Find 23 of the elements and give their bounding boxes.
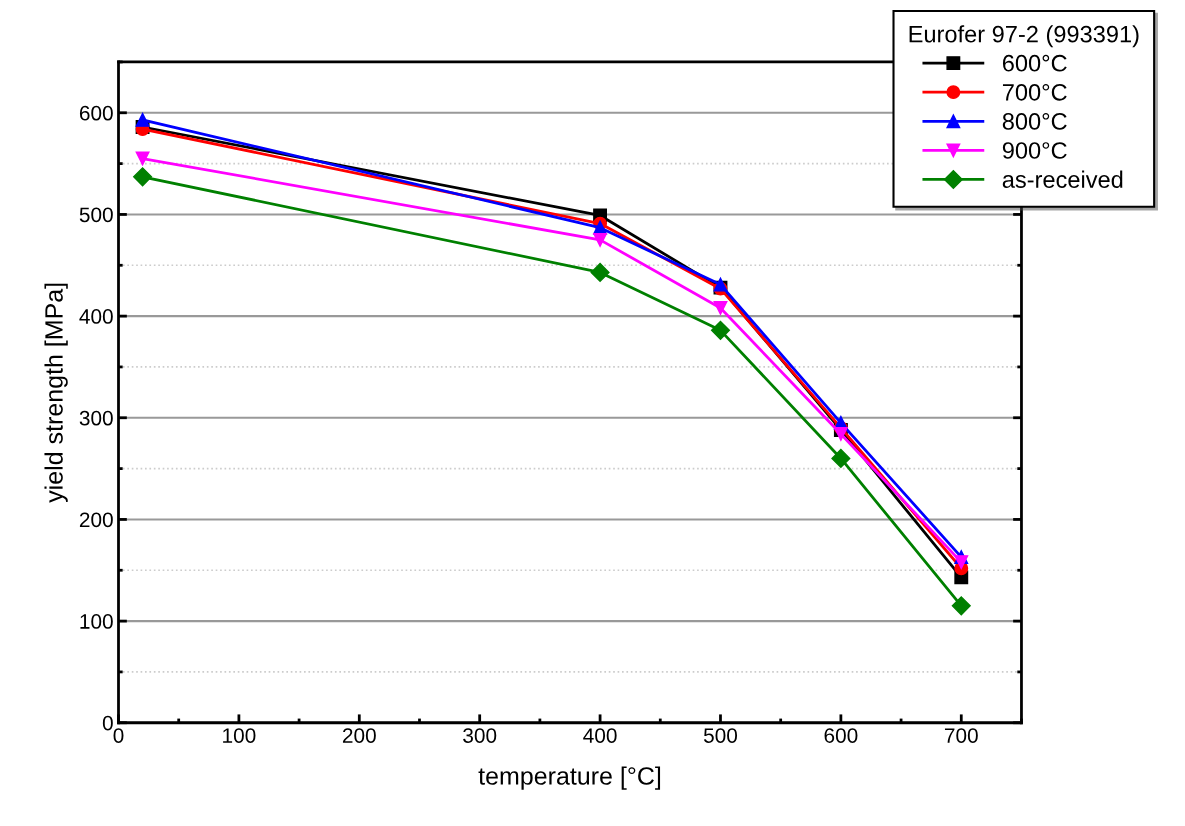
x-tick-label: 700 — [944, 728, 978, 743]
x-tick-label: 100 — [223, 728, 256, 743]
x-tick-label: 0 — [113, 728, 124, 743]
x-tick-label: 600 — [824, 728, 858, 743]
y-tick-label: 200 — [79, 512, 113, 528]
y-tick-label: 100 — [80, 614, 113, 629]
y-tick-label: 500 — [79, 207, 113, 223]
legend-label: as-received — [1002, 170, 1123, 188]
legend-label: 600°C — [1002, 54, 1067, 72]
x-axis-title: temperature [°C] — [478, 766, 661, 790]
x-tick-label: 300 — [463, 728, 497, 743]
legend-title: Eurofer 97-2 (993391) — [909, 25, 1139, 48]
legend-label: 700°C — [1002, 83, 1067, 101]
x-tick-label: 400 — [583, 728, 617, 743]
x-tick-label: 500 — [703, 728, 738, 743]
y-tick-label: 300 — [79, 410, 113, 426]
legend-label: 800°C — [1002, 113, 1067, 130]
legend-label: 900°C — [1002, 142, 1067, 159]
y-tick-label: 400 — [79, 309, 113, 324]
y-axis-title: yield strength [MPa] — [44, 283, 68, 503]
y-tick-label: 600 — [79, 105, 113, 121]
y-tick-label: 0 — [102, 715, 113, 731]
x-tick-label: 200 — [342, 728, 376, 743]
